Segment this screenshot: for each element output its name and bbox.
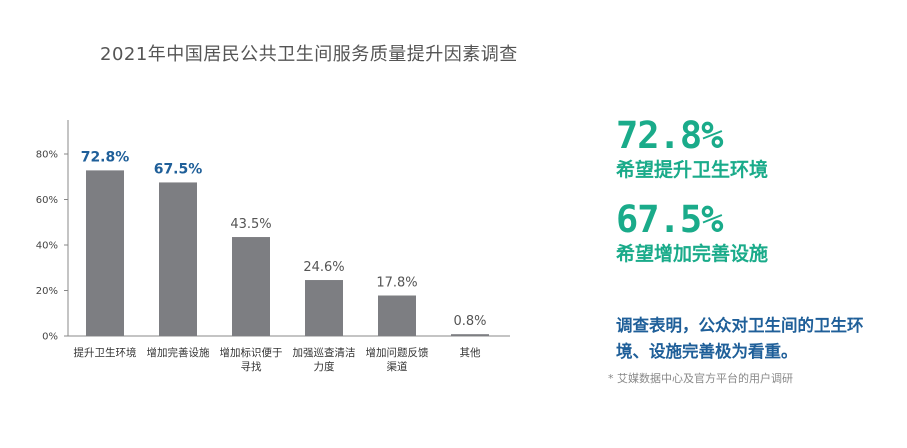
value-label: 17.8% bbox=[376, 276, 417, 291]
x-tick-label: 增加标识便于寻找 bbox=[220, 346, 283, 373]
x-tick-label: 增加问题反馈渠道 bbox=[366, 346, 429, 373]
y-tick-label: 20% bbox=[36, 286, 58, 297]
stat-label-1: 希望提升卫生环境 bbox=[616, 159, 769, 181]
source-note: * 艾媒数据中心及官方平台的用户调研 bbox=[608, 372, 793, 385]
x-tick-label: 其他 bbox=[460, 346, 481, 359]
x-tick-label: 加强巡查清洁力度 bbox=[293, 346, 356, 373]
stat-block-1: 72.8% 希望提升卫生环境 bbox=[616, 116, 768, 182]
y-tick-label: 80% bbox=[36, 150, 58, 161]
bar bbox=[305, 280, 343, 336]
y-tick-label: 40% bbox=[36, 241, 58, 252]
stat-value-1: 72.8% bbox=[616, 114, 723, 157]
bar bbox=[451, 334, 489, 336]
bar bbox=[86, 170, 124, 336]
conclusion-text: 调查表明，公众对卫生间的卫生环境、设施完善极为看重。 bbox=[616, 316, 864, 361]
x-tick-label: 提升卫生环境 bbox=[74, 346, 137, 359]
chart-title: 2021年中国居民公共卫生间服务质量提升因素调查 bbox=[100, 44, 518, 65]
bar-chart: 0% 20% 40% 60% 80% 72.8% 提升卫生环境 67.5% 增加完善设施 43.… bbox=[36, 120, 510, 373]
stat-value-2: 67.5% bbox=[616, 198, 723, 241]
bar bbox=[232, 237, 270, 336]
stat-block-2: 67.5% 希望增加完善设施 bbox=[616, 200, 768, 266]
y-tick-label: 0% bbox=[42, 332, 58, 343]
y-tick-label: 60% bbox=[36, 195, 58, 206]
value-label: 43.5% bbox=[230, 217, 271, 232]
bar bbox=[378, 295, 416, 336]
value-label: 72.8% bbox=[81, 149, 130, 165]
value-label: 67.5% bbox=[154, 161, 203, 177]
stat-label-2: 希望增加完善设施 bbox=[616, 243, 769, 265]
x-tick-label: 增加完善设施 bbox=[147, 346, 210, 359]
value-label: 0.8% bbox=[453, 314, 486, 329]
value-label: 24.6% bbox=[303, 260, 344, 275]
bar bbox=[159, 182, 197, 336]
